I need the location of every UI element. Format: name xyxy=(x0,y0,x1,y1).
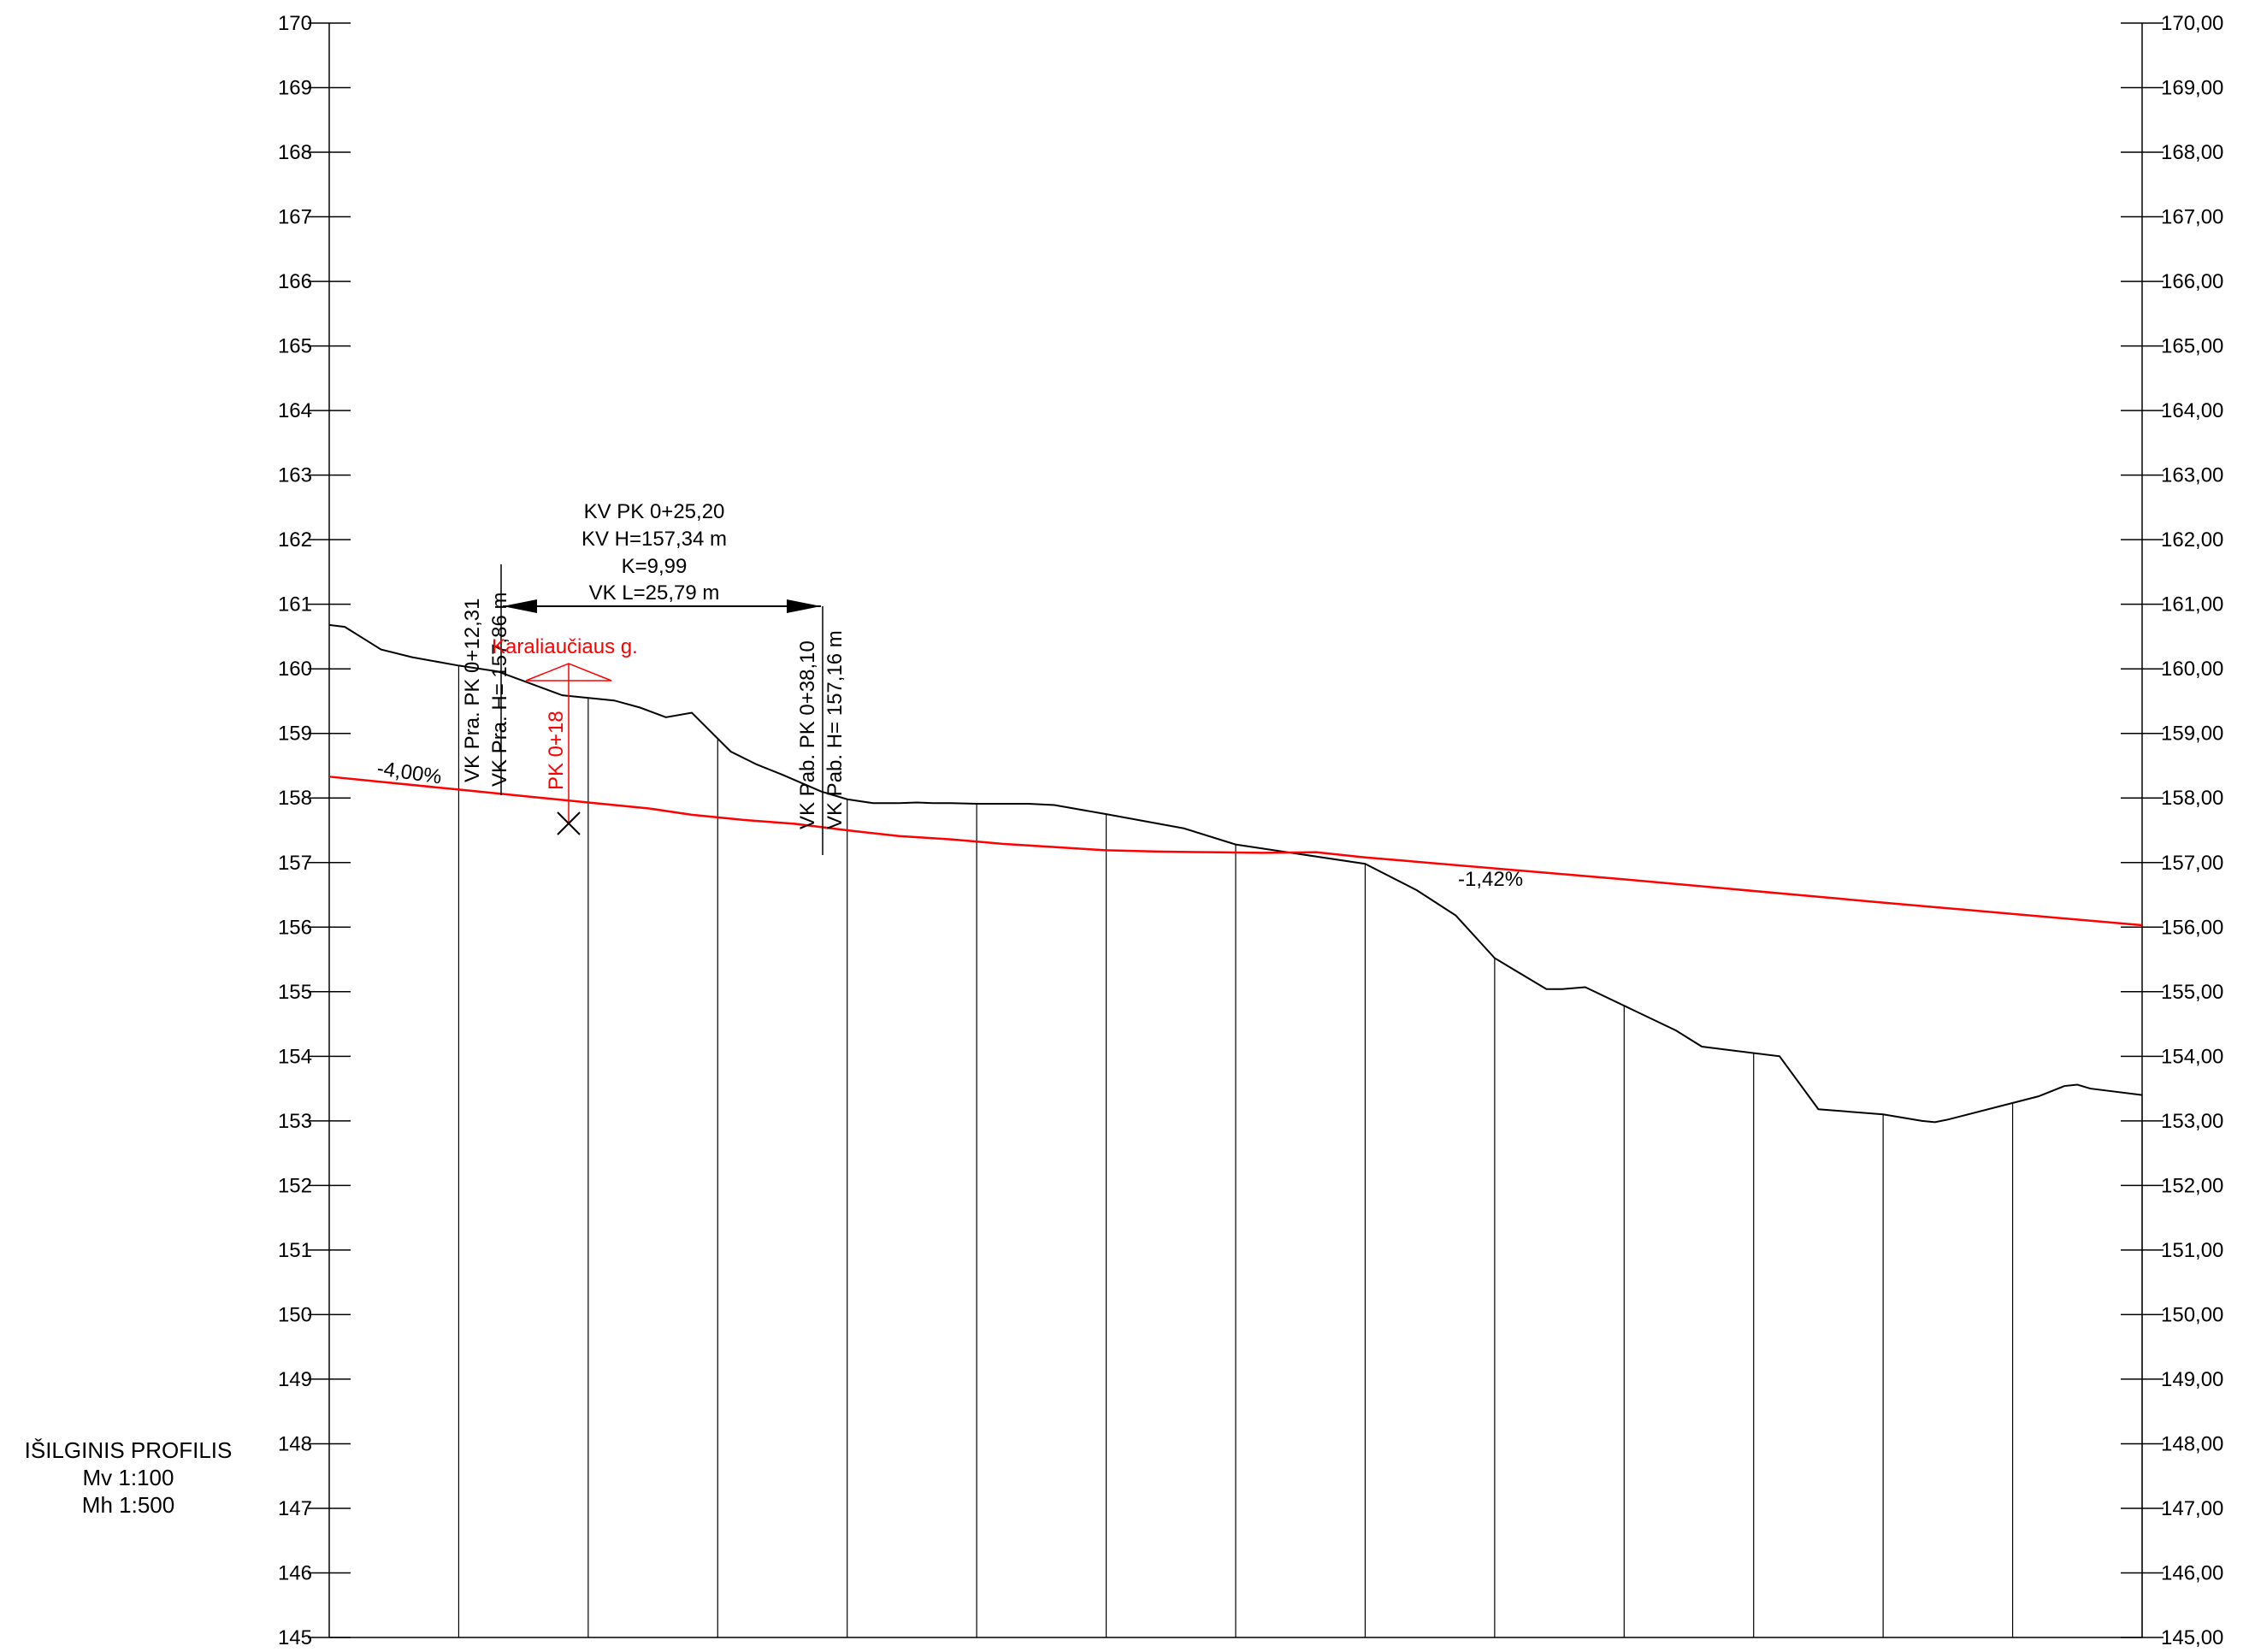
street-crossing-marker: Karaliaučiaus g. PK 0+18 xyxy=(492,635,638,835)
axes-layer: 170 169 168 167 166 165 164 163 162 161 160 159 158 1… xyxy=(278,12,2223,1649)
left-tick-label: 158 xyxy=(278,787,312,810)
profile-title: IŠILGINIS PROFILIS xyxy=(24,1437,233,1463)
right-tick-label: 161,00 xyxy=(2161,593,2223,617)
right-tick-label: 169,00 xyxy=(2161,77,2223,100)
street-name-label: Karaliaučiaus g. xyxy=(492,635,638,658)
right-tick-label: 146,00 xyxy=(2161,1561,2223,1584)
right-tick-label: 148,00 xyxy=(2161,1432,2223,1455)
cross-mark-icon-stroke xyxy=(557,811,581,835)
right-tick-label: 164,00 xyxy=(2161,399,2223,422)
slope-label-2: -1,42% xyxy=(1458,868,1523,891)
vk-start-h-label: VK Pra. H= 157,86 m xyxy=(488,593,511,787)
right-tick-label: 166,00 xyxy=(2161,270,2223,293)
pk-marker-label: PK 0+18 xyxy=(545,711,568,790)
vk-start-pk-label: VK Pra. PK 0+12,31 xyxy=(461,599,484,782)
left-tick-label: 163 xyxy=(278,464,312,487)
right-tick-label: 157,00 xyxy=(2161,852,2223,875)
vk-end-h-label: VK Pab. H= 157,16 m xyxy=(823,630,847,829)
left-tick-label: 148 xyxy=(278,1432,312,1455)
left-tick-label: 153 xyxy=(278,1110,312,1133)
right-tick-label: 147,00 xyxy=(2161,1497,2223,1520)
left-tick-label: 145 xyxy=(278,1626,312,1649)
profile-title-block: IŠILGINIS PROFILIS Mv 1:100 Mh 1:500 xyxy=(0,1437,257,1519)
left-tick-label: 161 xyxy=(278,593,312,617)
k-value-label: K=9,99 xyxy=(622,555,688,578)
right-tick-label: 159,00 xyxy=(2161,723,2223,746)
right-tick-label: 149,00 xyxy=(2161,1368,2223,1391)
left-tick-label: 170 xyxy=(278,12,312,35)
left-tick-label: 165 xyxy=(278,335,312,358)
arrow-left-icon xyxy=(503,599,537,613)
right-tick-label: 156,00 xyxy=(2161,916,2223,939)
left-tick-label: 164 xyxy=(278,399,312,422)
left-tick-label: 162 xyxy=(278,528,312,552)
right-tick-label: 168,00 xyxy=(2161,141,2223,164)
vk-end-pk-label: VK Pab. PK 0+38,10 xyxy=(796,640,819,829)
horizontal-scale: Mh 1:500 xyxy=(81,1492,175,1518)
right-tick-label: 160,00 xyxy=(2161,658,2223,681)
existing-ground-line xyxy=(328,623,2143,1124)
kv-pk-label: KV PK 0+25,20 xyxy=(584,500,725,523)
station-lines xyxy=(457,665,2143,1637)
left-tick-label: 157 xyxy=(278,852,312,875)
right-tick-label: 152,00 xyxy=(2161,1174,2223,1197)
right-tick-label: 154,00 xyxy=(2161,1045,2223,1068)
left-tick-label: 147 xyxy=(278,1497,312,1520)
right-tick-label: 163,00 xyxy=(2161,464,2223,487)
vertical-scale: Mv 1:100 xyxy=(82,1465,174,1490)
arrow-right-icon xyxy=(787,599,821,613)
left-tick-label: 152 xyxy=(278,1174,312,1197)
left-tick-label: 169 xyxy=(278,77,312,100)
left-tick-label: 160 xyxy=(278,658,312,681)
left-tick-label: 167 xyxy=(278,206,312,229)
right-tick-label: 167,00 xyxy=(2161,206,2223,229)
right-tick-label: 162,00 xyxy=(2161,528,2223,552)
right-tick-label: 170,00 xyxy=(2161,12,2223,35)
left-tick-label: 155 xyxy=(278,981,312,1004)
right-tick-label: 155,00 xyxy=(2161,981,2223,1004)
slope-label-1: -4,00% xyxy=(375,757,443,788)
kv-h-label: KV H=157,34 m xyxy=(581,528,727,551)
right-tick-label: 150,00 xyxy=(2161,1303,2223,1326)
right-tick-label: 145,00 xyxy=(2161,1626,2223,1649)
right-tick-label: 158,00 xyxy=(2161,787,2223,810)
right-tick-label: 165,00 xyxy=(2161,335,2223,358)
vertical-curve-annotation: KV PK 0+25,20 KV H=157,34 m K=9,99 VK L=… xyxy=(461,500,847,855)
left-tick-label: 154 xyxy=(278,1045,312,1068)
left-tick-label: 159 xyxy=(278,723,312,746)
left-tick-label: 168 xyxy=(278,141,312,164)
vk-length-label: VK L=25,79 m xyxy=(589,581,720,605)
right-tick-label: 153,00 xyxy=(2161,1110,2223,1133)
left-tick-label: 166 xyxy=(278,270,312,293)
left-tick-label: 146 xyxy=(278,1561,312,1584)
left-tick-label: 150 xyxy=(278,1303,312,1326)
left-tick-label: 156 xyxy=(278,916,312,939)
left-tick-label: 149 xyxy=(278,1368,312,1391)
left-tick-label: 151 xyxy=(278,1239,312,1262)
right-tick-label: 151,00 xyxy=(2161,1239,2223,1262)
design-grade-line xyxy=(328,776,2143,927)
